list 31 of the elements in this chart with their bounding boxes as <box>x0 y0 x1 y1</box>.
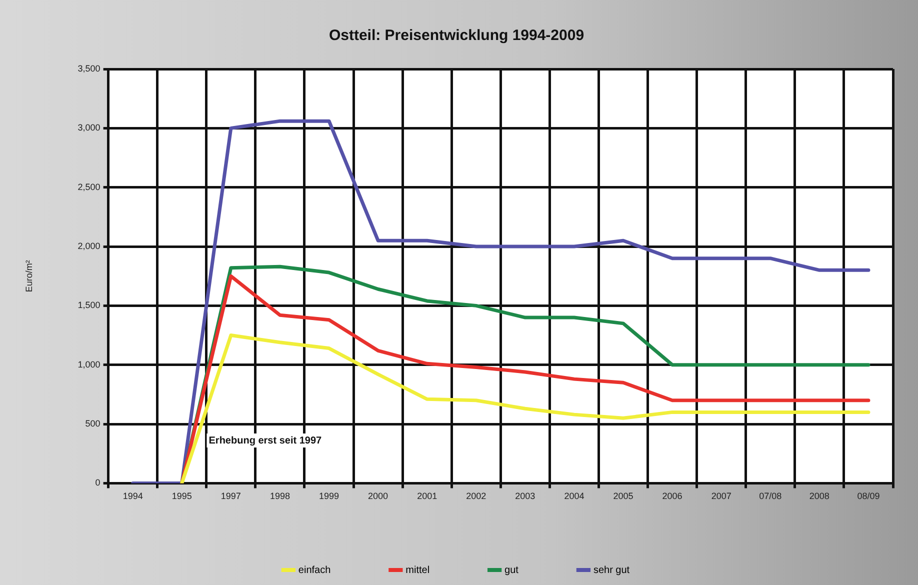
y-tick-label: 2,500 <box>78 182 100 192</box>
y-tick-label: 3,000 <box>78 122 100 133</box>
y-tick-label: 500 <box>85 418 100 429</box>
x-tick-label: 1997 <box>220 491 241 502</box>
y-tick-label: 3,500 <box>78 63 100 74</box>
x-tick-label: 2004 <box>564 491 584 502</box>
x-tick-label: 2008 <box>809 491 830 502</box>
x-tick-label: 2002 <box>466 491 486 502</box>
x-tick-label: 2003 <box>515 491 536 502</box>
x-tick-label: 07/08 <box>759 491 782 502</box>
legend-label: sehr gut <box>593 564 630 576</box>
x-tick-label: 1999 <box>318 491 340 502</box>
annotation: Erhebung erst seit 1997 <box>208 435 322 446</box>
legend-label: gut <box>504 564 519 576</box>
x-tick-label: 1994 <box>122 491 143 502</box>
x-tick-label: 08/09 <box>857 491 880 502</box>
y-tick-label: 1,000 <box>78 359 100 370</box>
x-tick-label: 2001 <box>417 491 438 502</box>
y-tick-label: 2,000 <box>78 241 100 251</box>
x-tick-label: 1995 <box>172 491 192 502</box>
x-tick-label: 2007 <box>711 491 732 502</box>
y-tick-label: 0 <box>95 478 100 488</box>
x-tick-label: 1998 <box>270 491 290 502</box>
x-tick-label: 2000 <box>368 491 388 502</box>
legend-label: einfach <box>298 564 331 576</box>
legend-label: mittel <box>406 564 430 576</box>
chart-title: Ostteil: Preisentwicklung 1994-2009 <box>328 27 584 44</box>
y-tick-label: 1,500 <box>78 300 100 310</box>
y-axis-title: Euro/m² <box>24 260 34 292</box>
x-tick-label: 2006 <box>662 491 682 502</box>
x-tick-label: 2005 <box>613 491 634 502</box>
